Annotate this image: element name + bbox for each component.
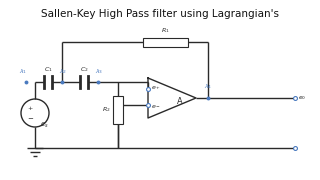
Text: $e_s$: $e_s$ [40,121,49,130]
Text: $\lambda_1$: $\lambda_1$ [19,67,27,76]
Text: −: − [27,116,33,122]
Text: $R_2$: $R_2$ [102,105,111,114]
Text: Sallen-Key High Pass filter using Lagrangian's: Sallen-Key High Pass filter using Lagran… [41,9,279,19]
Text: $e_-$: $e_-$ [151,104,161,110]
Text: $e_0$: $e_0$ [298,94,306,102]
Text: A: A [177,98,183,107]
Text: $C_2$: $C_2$ [80,65,88,74]
Text: $\lambda_2$: $\lambda_2$ [59,67,67,76]
Text: $R_1$: $R_1$ [161,27,169,35]
Bar [113,96,123,124]
Text: $\lambda_4$: $\lambda_4$ [204,82,212,91]
Text: $C_1$: $C_1$ [44,65,52,74]
Text: $e_+$: $e_+$ [151,84,161,92]
Bar [142,37,188,46]
Text: $\lambda_3$: $\lambda_3$ [95,67,103,76]
Text: +: + [28,105,33,111]
